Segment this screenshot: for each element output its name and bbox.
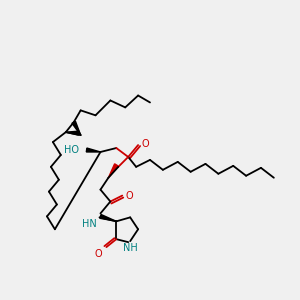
- Text: O: O: [125, 190, 133, 201]
- Polygon shape: [100, 214, 116, 221]
- Text: O: O: [95, 249, 102, 259]
- Text: HN: HN: [82, 219, 97, 230]
- Text: NH: NH: [123, 243, 138, 253]
- Polygon shape: [86, 148, 100, 152]
- Polygon shape: [72, 121, 81, 135]
- Text: HO: HO: [64, 145, 79, 155]
- Polygon shape: [66, 131, 79, 135]
- Text: O: O: [141, 139, 149, 149]
- Polygon shape: [108, 164, 118, 178]
